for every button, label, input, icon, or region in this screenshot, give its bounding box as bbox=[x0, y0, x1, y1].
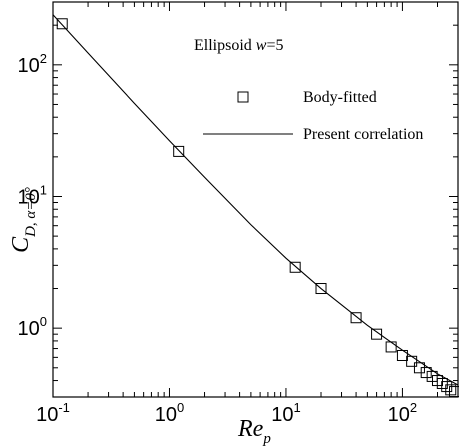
data-point-body-fitted bbox=[350, 312, 362, 324]
data-point-body-fitted bbox=[289, 261, 301, 273]
x-axis-label: Rep bbox=[237, 416, 271, 447]
legend-label-present-correlation: Present correlation bbox=[303, 126, 423, 143]
x-tick-label: 100 bbox=[155, 400, 184, 426]
data-point-body-fitted bbox=[371, 328, 383, 340]
data-point-body-fitted bbox=[385, 341, 397, 353]
tick-marks bbox=[52, 1, 459, 398]
plot-frame bbox=[52, 1, 459, 398]
legend-marker-body-fitted bbox=[237, 91, 249, 103]
data-point-body-fitted bbox=[173, 145, 185, 157]
legend: Body-fitted Present correlation bbox=[203, 89, 423, 143]
data-point-body-fitted bbox=[56, 18, 68, 30]
legend-label-body-fitted: Body-fitted bbox=[303, 89, 377, 106]
y-tick-label: 102 bbox=[18, 51, 47, 77]
annotation-text: Ellipsoid w=5 bbox=[194, 37, 283, 54]
data-point-body-fitted bbox=[315, 283, 327, 295]
x-tick-label: 101 bbox=[271, 400, 300, 426]
data-point-body-fitted bbox=[420, 367, 432, 379]
x-tick-label: 102 bbox=[388, 400, 417, 426]
y-tick-label: 101 bbox=[18, 182, 47, 208]
data-point-body-fitted bbox=[445, 384, 457, 396]
data-point-body-fitted bbox=[406, 355, 418, 367]
y-tick-label: 100 bbox=[18, 314, 47, 340]
data-point-body-fitted bbox=[436, 377, 448, 389]
series-line-present-correlation bbox=[52, 14, 459, 386]
x-tick-label: 10-1 bbox=[36, 400, 70, 426]
y-axis-label: CD, α=0° bbox=[8, 187, 39, 253]
